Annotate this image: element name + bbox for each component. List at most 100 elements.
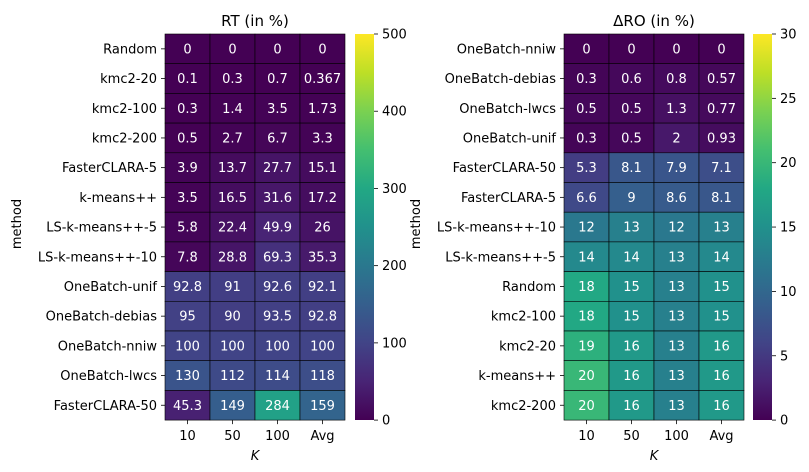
- rt-cell-value: 92.8: [308, 310, 337, 325]
- dro-cell-value: 0.8: [666, 72, 687, 87]
- dro-column-label: Avg: [709, 429, 733, 444]
- dro-cell-value: 16: [623, 339, 640, 354]
- rt-cell-value: 92.1: [308, 280, 337, 295]
- rt-heatmap-cells: 0 0 0 0 0.1 0.3 0.7 0.367 0.3 1.4 3.5 1.73 0.5 2.7 6.7…: [164, 33, 346, 421]
- dro-cell-value: 0.5: [621, 131, 642, 146]
- rt-cell-value: 3.5: [267, 102, 288, 117]
- dro-cell-value: 12: [578, 221, 595, 236]
- rt-cell-value: 22.4: [218, 221, 247, 236]
- rt-cell-value: 26: [314, 221, 331, 236]
- dro-cell: [563, 241, 610, 272]
- rt-cell-value: 35.3: [308, 250, 337, 265]
- rt-cell: [254, 300, 301, 332]
- dro-cell-value: 0.93: [707, 131, 736, 146]
- dro-cell: [698, 93, 745, 124]
- dro-cell-value: 13: [668, 369, 685, 384]
- rt-cell: [254, 33, 301, 65]
- dro-cell: [653, 330, 700, 362]
- dro-colorbar: [753, 34, 772, 420]
- rt-cell: [299, 122, 346, 154]
- rt-cell-value: 31.6: [263, 191, 292, 206]
- dro-cell-value: 16: [713, 339, 730, 354]
- dro-row-label: OneBatch-unif: [463, 131, 557, 146]
- rt-cell: [254, 211, 301, 243]
- rt-cell-value: 1.73: [308, 102, 337, 117]
- rt-cell-value: 93.5: [263, 310, 292, 325]
- rt-cell: [254, 360, 301, 391]
- rt-cell: [299, 152, 346, 183]
- dro-column-label: 50: [623, 429, 640, 444]
- rt-row-label: k-means++: [79, 191, 157, 206]
- dro-colorbar-tick-label: 0: [780, 414, 788, 429]
- rt-cell: [209, 360, 256, 391]
- rt-heatmap-ylabel: method: [10, 199, 25, 249]
- dro-cell-value: 16: [623, 369, 640, 384]
- dro-cell-value: 0.5: [621, 102, 642, 117]
- rt-cell: [209, 93, 256, 124]
- rt-cell-value: 0.3: [177, 102, 198, 117]
- dro-cell-value: 6.6: [576, 191, 597, 206]
- dro-cell: [608, 211, 655, 243]
- rt-cell-value: 91: [224, 280, 241, 295]
- rt-colorbar-tick-label: 100: [382, 336, 407, 351]
- rt-row-label: OneBatch-nniw: [58, 339, 158, 354]
- rt-column-label: 100: [265, 429, 290, 444]
- rt-cell: [209, 63, 256, 94]
- dro-heatmap-title: ΔRO (in %): [613, 12, 695, 30]
- dro-cell: [608, 93, 655, 124]
- rt-cell-value: 27.7: [263, 161, 292, 176]
- dro-colorbar-tick-label: 20: [780, 156, 797, 171]
- dro-row-label: kmc2-100: [491, 310, 556, 325]
- rt-cell-value: 100: [220, 339, 245, 354]
- dro-cell-value: 15: [623, 310, 640, 325]
- rt-cell-value: 0.5: [177, 131, 198, 146]
- dro-cell-value: 14: [713, 250, 730, 265]
- rt-row-label: FasterCLARA-50: [54, 399, 157, 414]
- dro-heatmap-cells: 0 0 0 0 0.3 0.6 0.8 0.57 0.5 0.5 1.3 0.77 0.3 0.5 2 0.9…: [563, 33, 745, 421]
- rt-colorbar-tick-label: 300: [382, 182, 407, 197]
- rt-cell: [164, 241, 211, 272]
- rt-cell: [299, 330, 346, 362]
- rt-cell-value: 112: [220, 369, 245, 384]
- rt-heatmap-xlabel: K: [251, 449, 261, 464]
- rt-cell-value: 284: [265, 399, 290, 414]
- dro-colorbar-tick-label: 30: [780, 28, 797, 43]
- dro-cell-value: 20: [578, 399, 595, 414]
- dro-cell-value: 2: [672, 131, 680, 146]
- rt-cell-value: 159: [310, 399, 335, 414]
- dro-cell-value: 14: [623, 250, 640, 265]
- rt-cell: [164, 211, 211, 243]
- rt-heatmap-title: RT (in %): [221, 12, 289, 30]
- dro-cell: [698, 63, 745, 94]
- dro-cell: [698, 182, 745, 213]
- rt-row-label: OneBatch-lwcs: [60, 369, 157, 384]
- dro-colorbar-ticks: 0 5 10 15 20 25 30: [772, 28, 797, 429]
- dro-cell-value: 13: [713, 221, 730, 236]
- dro-cell: [653, 390, 700, 421]
- rt-colorbar-tick-label: 0: [382, 414, 390, 429]
- dro-row-label: FasterCLARA-50: [453, 161, 556, 176]
- rt-cell-value: 0: [273, 42, 281, 57]
- dro-cell-value: 13: [668, 280, 685, 295]
- rt-cell: [164, 390, 211, 421]
- dro-cell-value: 0: [627, 42, 635, 57]
- dro-colorbar-tick-label: 25: [780, 92, 797, 107]
- rt-cell-value: 130: [175, 369, 200, 384]
- dro-cell-value: 0.3: [576, 72, 597, 87]
- dro-cell: [608, 360, 655, 391]
- dro-cell: [653, 33, 700, 65]
- dro-cell-value: 15: [713, 310, 730, 325]
- rt-cell-value: 69.3: [263, 250, 292, 265]
- rt-cell: [299, 63, 346, 94]
- dro-colorbar-tick-label: 15: [780, 221, 797, 236]
- dro-cell: [653, 93, 700, 124]
- dro-heatmap-row-labels: OneBatch-nniw OneBatch-debias OneBatch-lwc…: [437, 42, 564, 414]
- dro-cell-value: 8.1: [711, 191, 732, 206]
- dro-row-label: OneBatch-debias: [445, 72, 557, 87]
- rt-cell-value: 0: [318, 42, 326, 57]
- dro-heatmap-ylabel: method: [409, 199, 424, 249]
- rt-cell-value: 90: [224, 310, 241, 325]
- rt-cell-value: 0.7: [267, 72, 288, 87]
- dro-row-label: LS-k-means++-10: [437, 221, 556, 236]
- rt-cell-value: 0.3: [222, 72, 243, 87]
